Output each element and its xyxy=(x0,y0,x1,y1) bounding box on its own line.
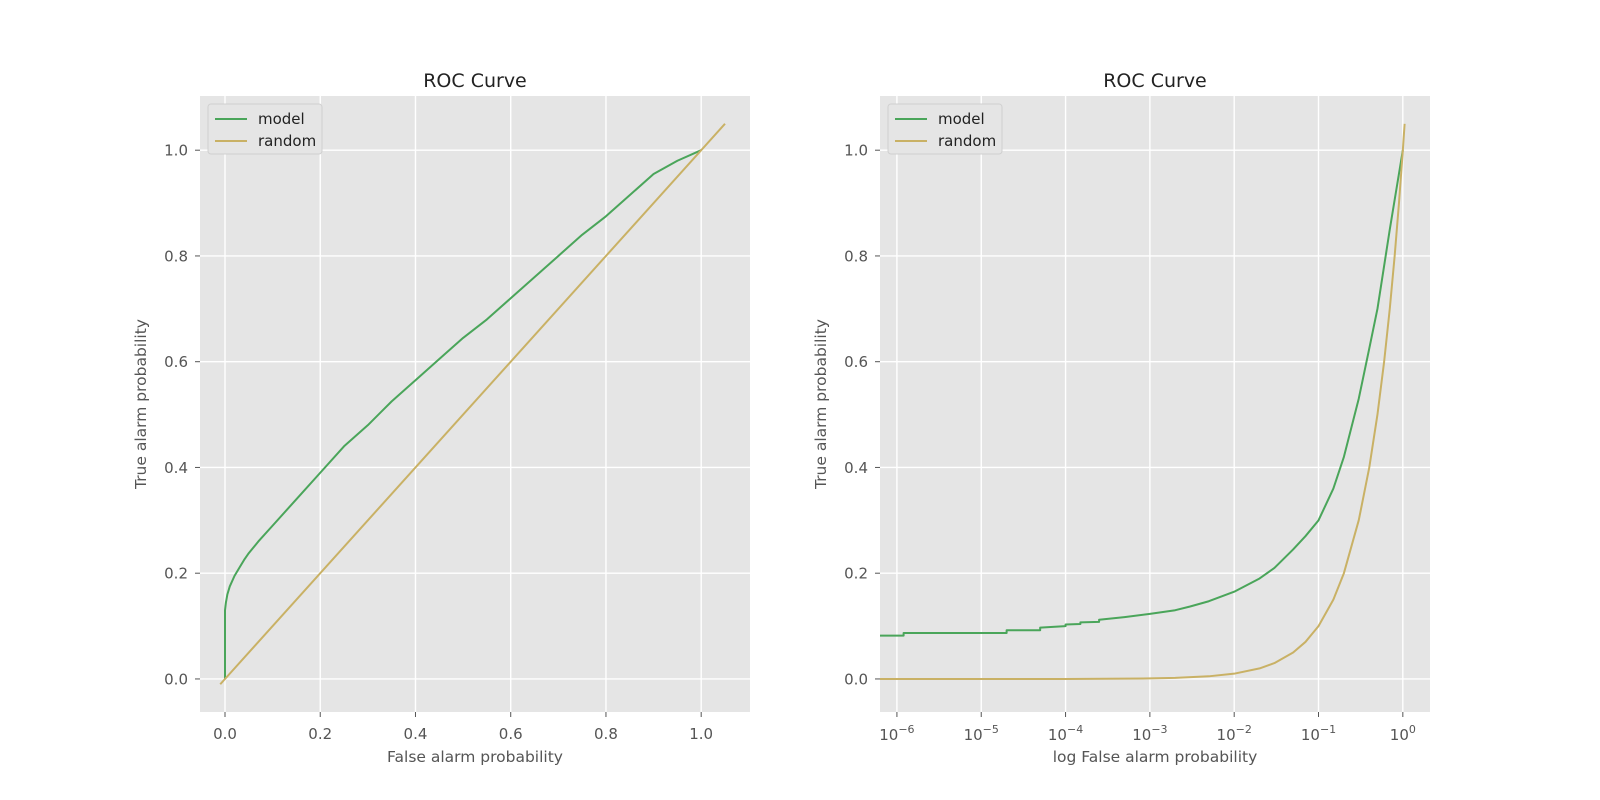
series-line-model xyxy=(224,149,702,679)
x-tick-label-exponent: 0 xyxy=(1409,723,1416,736)
y-tick-label: 0.4 xyxy=(844,459,868,477)
y-axis-label: True alarm probability xyxy=(132,319,150,490)
x-tick-label: 10−1 xyxy=(1301,723,1336,744)
y-axis-label: True alarm probability xyxy=(812,319,830,490)
series-line-model xyxy=(880,150,1404,637)
x-axis-label: False alarm probability xyxy=(387,748,563,766)
left-roc-panel: 0.0 0.2 0.4 0.6 0.8 1.0 0.0 0.2 0.4 0.6 0.8 1.0 ROC … xyxy=(132,70,750,766)
x-tick-label: 0.6 xyxy=(499,725,523,743)
x-tick-label: 10−4 xyxy=(1048,723,1083,744)
y-tick-label: 0.4 xyxy=(164,459,188,477)
x-tick-label: 0.2 xyxy=(308,725,332,743)
x-axis-label: log False alarm probability xyxy=(1053,748,1258,766)
x-tick-label: 10−5 xyxy=(964,723,999,744)
y-tick-label: 1.0 xyxy=(844,142,868,160)
y-tick-label: 0.0 xyxy=(844,670,868,688)
legend-label-model: model xyxy=(258,110,305,128)
y-tick-label: 0.2 xyxy=(844,565,868,583)
x-tick-label-base: 10 xyxy=(1217,726,1236,744)
x-tick-label-base: 10 xyxy=(1301,726,1320,744)
legend-label-random: random xyxy=(258,132,316,150)
series-line-random xyxy=(219,123,726,685)
x-tick-label-exponent: −2 xyxy=(1236,723,1252,736)
legend: model random xyxy=(887,103,1003,155)
x-tick-label: 10−3 xyxy=(1132,723,1167,744)
y-tick-label: 0.6 xyxy=(844,353,868,371)
plot-area xyxy=(880,96,1430,712)
y-tick-label: 0.8 xyxy=(844,247,868,265)
chart-title: ROC Curve xyxy=(423,70,527,92)
chart-title: ROC Curve xyxy=(1103,70,1207,92)
y-tick-label: 0.6 xyxy=(164,353,188,371)
x-tick-label-exponent: −3 xyxy=(1151,723,1167,736)
x-tick-label: 10−6 xyxy=(879,723,914,744)
x-tick-label-base: 10 xyxy=(1132,726,1151,744)
y-tick-label: 0.2 xyxy=(164,565,188,583)
x-tick-label-exponent: −5 xyxy=(983,723,999,736)
legend-label-model: model xyxy=(938,110,985,128)
x-tick-label-base: 10 xyxy=(1048,726,1067,744)
legend: model random xyxy=(207,103,323,155)
x-tick-label-base: 10 xyxy=(964,726,983,744)
right-roc-panel: 10−6 10−5 10−4 10−3 10−2 10−1 1000.00.20.40.60… xyxy=(812,70,1430,766)
x-tick-label: 0.4 xyxy=(404,725,428,743)
legend-label-random: random xyxy=(938,132,996,150)
x-tick-label: 0.0 xyxy=(213,725,237,743)
x-tick-label-exponent: −6 xyxy=(898,723,914,736)
x-tick-label-exponent: −1 xyxy=(1320,723,1336,736)
y-tick-label: 0.8 xyxy=(164,247,188,265)
x-tick-label-base: 10 xyxy=(1390,726,1409,744)
x-tick-label-base: 10 xyxy=(879,726,898,744)
x-tick-label: 100 xyxy=(1390,723,1416,744)
x-tick-label: 0.8 xyxy=(594,725,618,743)
series-line-random xyxy=(880,123,1406,680)
y-tick-label: 1.0 xyxy=(164,142,188,160)
x-tick-label: 1.0 xyxy=(689,725,713,743)
x-tick-label: 10−2 xyxy=(1217,723,1252,744)
y-tick-label: 0.0 xyxy=(164,670,188,688)
x-tick-label-exponent: −4 xyxy=(1067,723,1083,736)
